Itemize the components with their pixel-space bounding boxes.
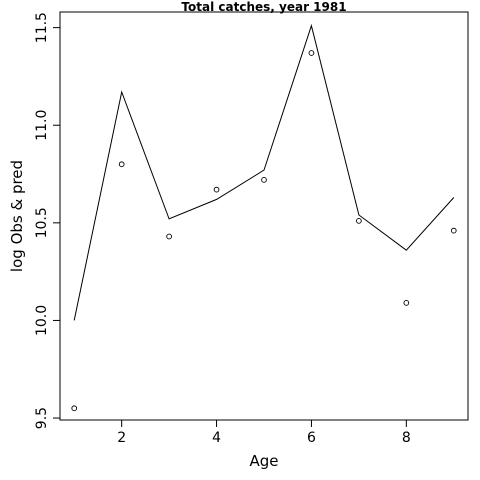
y-tick-label: 9.5 xyxy=(34,407,50,429)
plot-marks xyxy=(71,23,457,412)
y-axis-label: log Obs & pred xyxy=(8,160,26,272)
y-tick-label: 10.5 xyxy=(34,207,50,238)
observed-point xyxy=(166,233,172,240)
y-tick-label: 11.5 xyxy=(34,12,50,43)
predicted-line xyxy=(73,23,455,321)
observed-point xyxy=(308,50,315,56)
observed-point xyxy=(213,186,220,193)
x-tick-label: 8 xyxy=(402,430,411,446)
x-tick-label: 2 xyxy=(117,430,126,446)
observed-point xyxy=(403,300,410,306)
y-tick-label: 10.0 xyxy=(34,305,50,336)
x-tick-label: 4 xyxy=(212,430,221,446)
x-tick-label: 6 xyxy=(307,430,316,446)
observed-point xyxy=(118,161,125,168)
observed-point xyxy=(71,405,78,412)
observed-point xyxy=(450,227,457,234)
x-axis: 2 4 6 8 xyxy=(117,419,411,446)
observed-point xyxy=(356,218,362,224)
chart-title: Total catches, year 1981 xyxy=(181,0,346,14)
x-axis-label: Age xyxy=(249,452,278,470)
y-tick-label: 11.0 xyxy=(34,110,50,141)
y-axis: 9.5 10.0 10.5 11.0 11.5 xyxy=(34,12,61,429)
observed-point xyxy=(261,177,267,183)
